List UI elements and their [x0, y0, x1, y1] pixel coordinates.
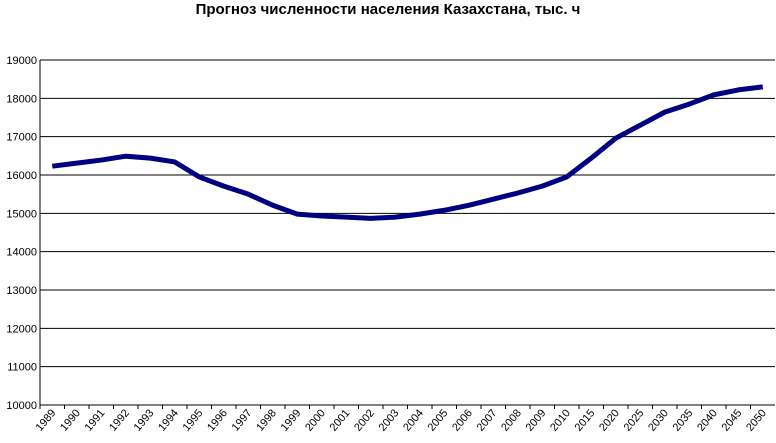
x-tick-label: 2030: [646, 407, 671, 433]
x-tick-label: 1999: [279, 407, 304, 433]
y-tick-label: 17000: [6, 132, 37, 144]
x-tick-label: 2040: [695, 407, 720, 433]
y-tick-label: 13000: [6, 285, 37, 297]
x-tick-label: 2045: [720, 407, 745, 433]
y-tick-label: 12000: [6, 323, 37, 335]
x-tick-label: 2002: [352, 407, 377, 433]
y-tick-label: 16000: [6, 170, 37, 182]
x-tick-label: 1993: [132, 407, 157, 433]
x-tick-label: 2004: [401, 407, 426, 433]
x-tick-label: 1998: [254, 407, 279, 433]
x-tick-label: 2010: [548, 407, 573, 433]
y-tick-label: 19000: [6, 55, 37, 67]
x-tick-label: 1991: [83, 407, 108, 433]
x-tick-label: 1996: [205, 407, 230, 433]
x-tick-label: 2000: [303, 407, 328, 433]
x-tick-label: 2035: [671, 407, 696, 433]
y-tick-label: 15000: [6, 208, 37, 220]
data-line: [51, 84, 764, 221]
x-tick-label: 1994: [156, 407, 181, 433]
x-tick-label: 2005: [426, 407, 451, 433]
x-tick-label: 2001: [328, 407, 353, 433]
x-tick-label: 1992: [107, 407, 132, 433]
x-tick-label: 2003: [377, 407, 402, 433]
y-tick-label: 14000: [6, 247, 37, 259]
chart-title: Прогноз численности населения Казахстана…: [196, 1, 581, 18]
y-tick-label: 11000: [7, 362, 37, 374]
x-tick-label: 2008: [499, 407, 524, 433]
x-tick-label: 1990: [58, 407, 83, 433]
y-tick-label: 18000: [6, 93, 37, 105]
x-tick-label: 2050: [744, 407, 769, 433]
x-tick-label: 2020: [597, 407, 622, 433]
x-tick-label: 1997: [230, 407, 255, 433]
x-tick-label: 2007: [475, 407, 500, 433]
x-tick-label: 1989: [34, 407, 59, 433]
x-tick-label: 2009: [524, 407, 549, 433]
y-tick-label: 10000: [6, 400, 37, 412]
x-tick-label: 2006: [450, 407, 475, 433]
x-tick-label: 2015: [573, 407, 598, 433]
x-tick-label: 1995: [181, 407, 206, 433]
x-tick-label: 2025: [622, 407, 647, 433]
